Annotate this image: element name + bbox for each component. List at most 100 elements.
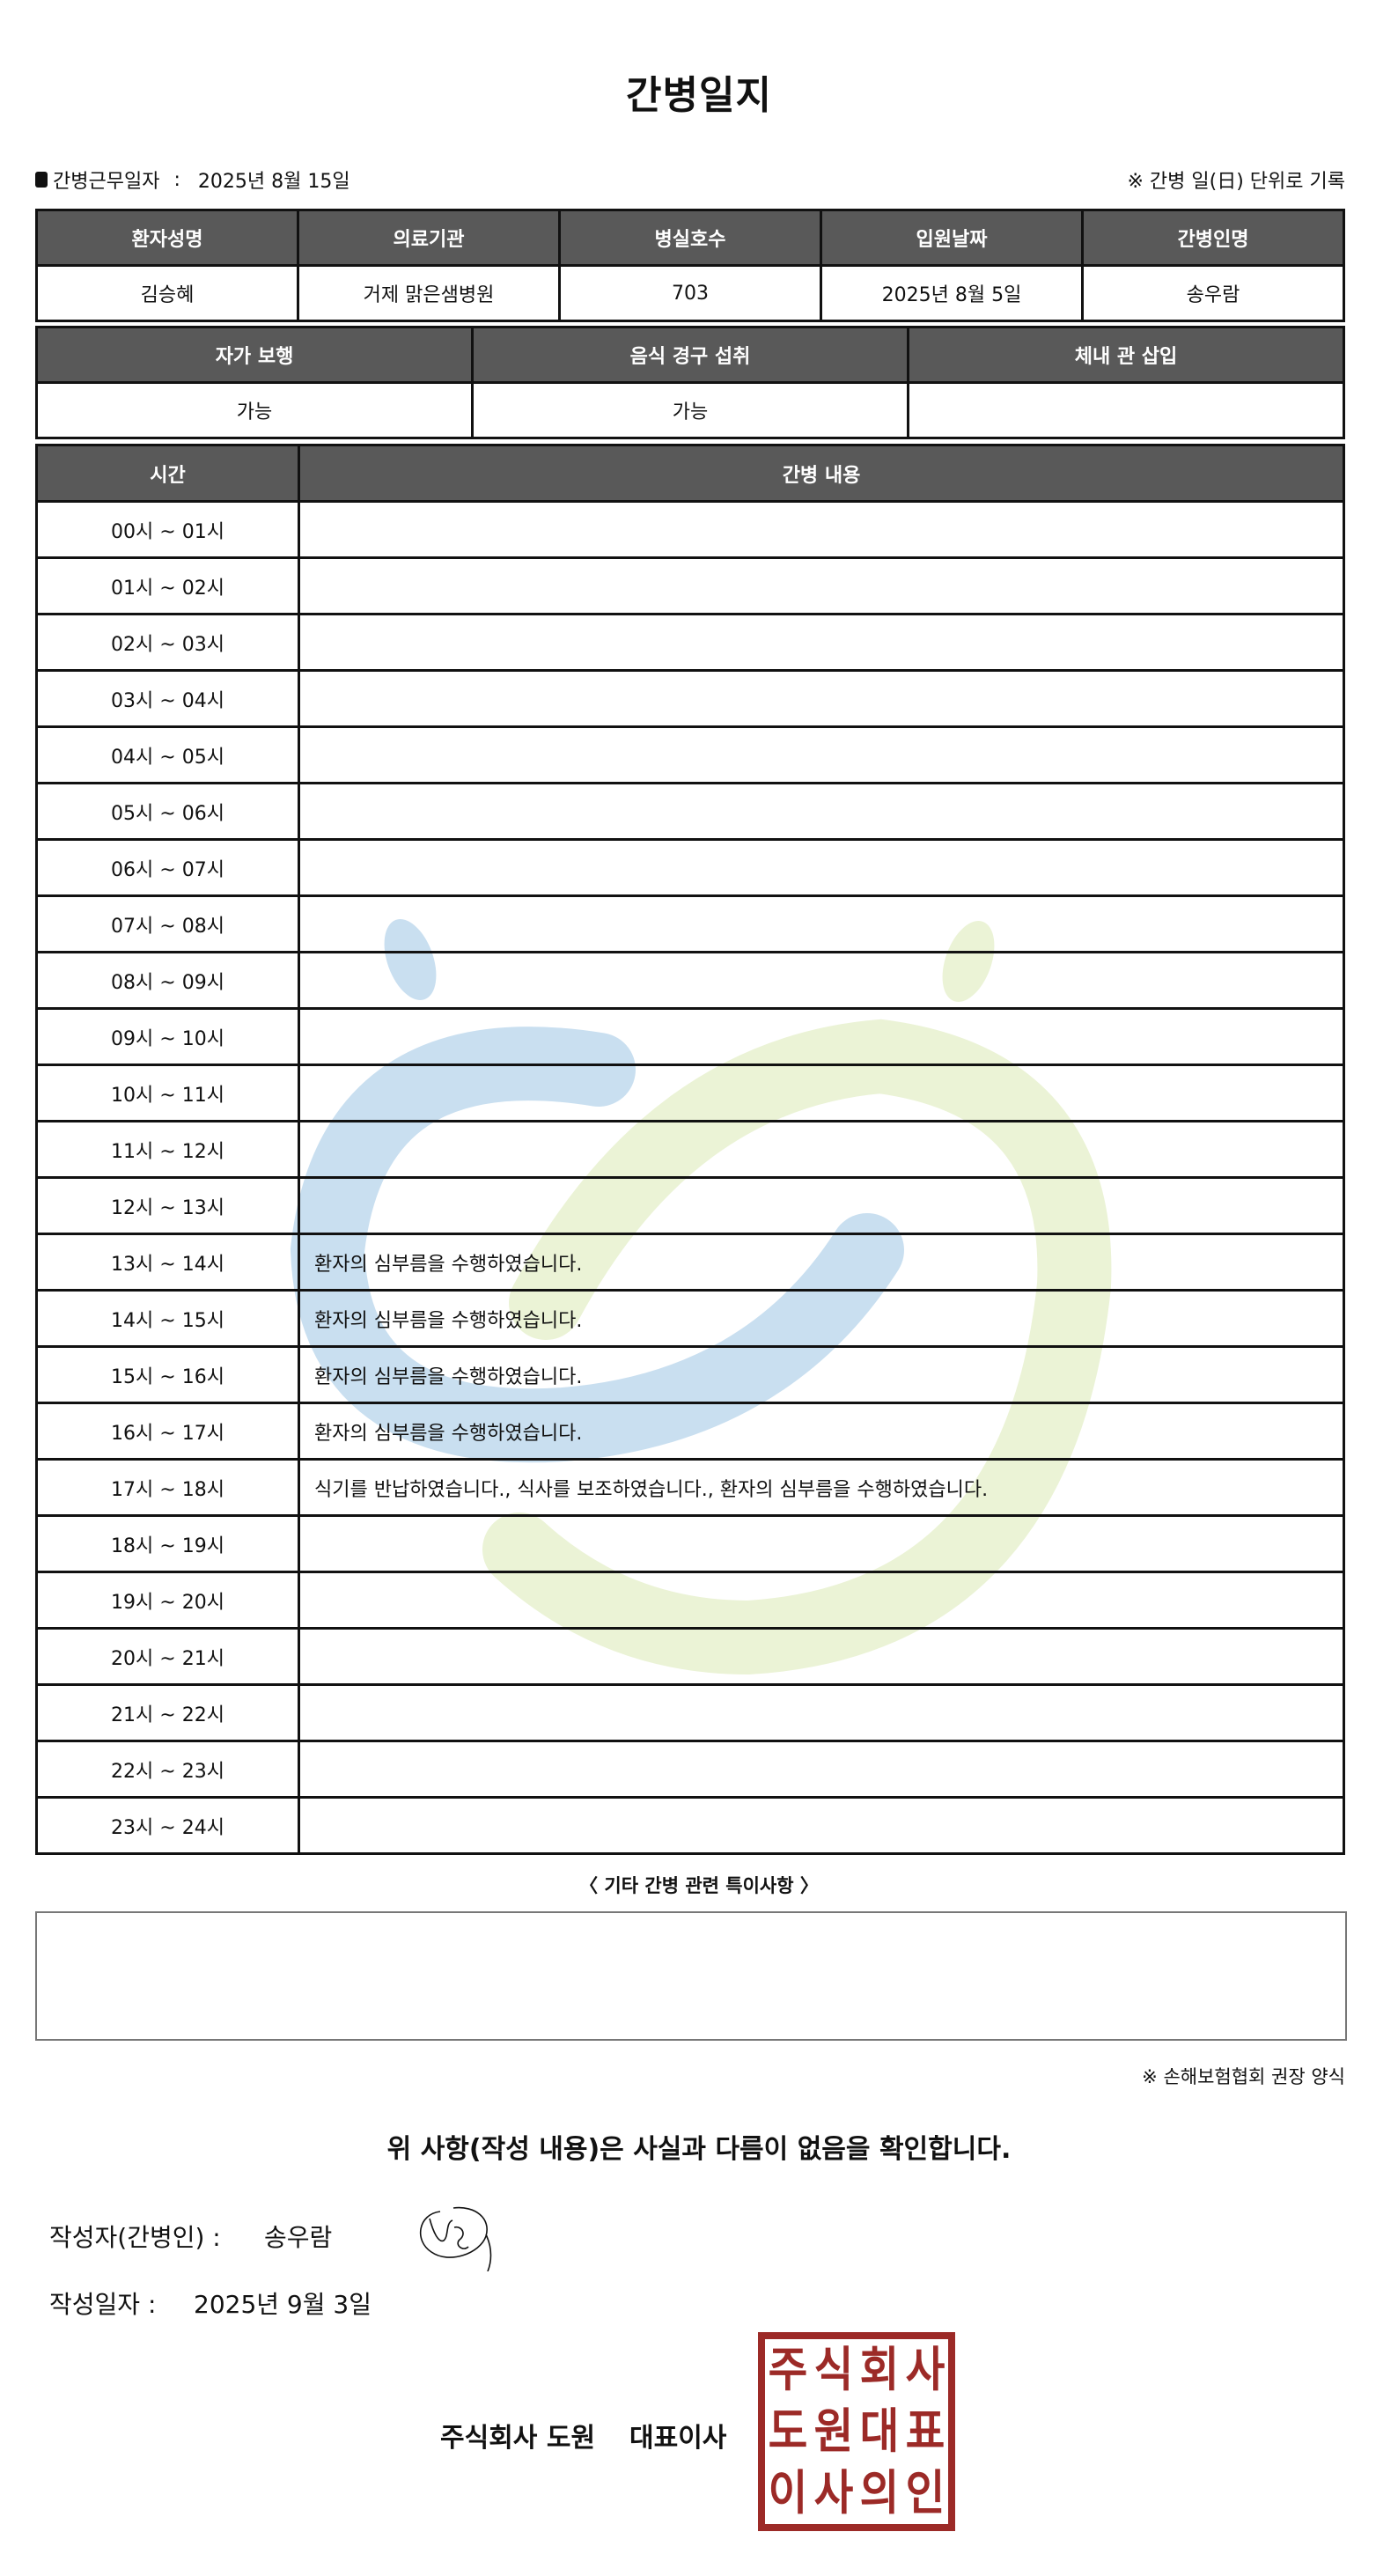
stamp-character: 사 — [905, 2342, 945, 2397]
table-row: 07시 ~ 08시 — [35, 894, 1345, 953]
table-row: 04시 ~ 05시 — [35, 725, 1345, 784]
institution: 거제 맑은샘병원 — [297, 264, 561, 322]
table-row: 18시 ~ 19시 — [35, 1514, 1345, 1573]
stamp-character: 식 — [813, 2342, 854, 2397]
table-row: 19시 ~ 20시 — [35, 1571, 1345, 1630]
caregiver-name: 송우람 — [1081, 264, 1345, 322]
stamp-character: 주 — [768, 2342, 808, 2397]
time-slot: 20시 ~ 21시 — [35, 1627, 300, 1686]
table-row: 16시 ~ 17시 환자의 심부름을 수행하였습니다. — [35, 1402, 1345, 1461]
header-time: 시간 — [35, 444, 300, 503]
time-slot: 06시 ~ 07시 — [35, 838, 300, 897]
work-date-separator: : — [173, 168, 180, 191]
care-content — [298, 894, 1345, 953]
time-slot: 10시 ~ 11시 — [35, 1064, 300, 1122]
header-caregiver-name: 간병인명 — [1081, 209, 1345, 267]
table-row: 17시 ~ 18시 식기를 반납하였습니다., 식사를 보조하였습니다., 환자의… — [35, 1458, 1345, 1517]
time-slot: 09시 ~ 10시 — [35, 1007, 300, 1066]
table-row: 15시 ~ 16시 환자의 심부름을 수행하였습니다. — [35, 1345, 1345, 1404]
page-title: 간병일지 — [626, 73, 772, 118]
table-row: 10시 ~ 11시 — [35, 1064, 1345, 1122]
writer-name: 송우람 — [264, 2223, 333, 2252]
care-content — [298, 838, 1345, 897]
admission-date: 2025년 8월 5일 — [820, 264, 1084, 322]
stamp-character: 이 — [768, 2465, 808, 2521]
time-slot: 01시 ~ 02시 — [35, 556, 300, 615]
time-slot: 00시 ~ 01시 — [35, 500, 300, 559]
header-self-walking: 자가 보행 — [35, 326, 474, 384]
table-row: 12시 ~ 13시 — [35, 1176, 1345, 1235]
care-content: 식기를 반납하였습니다., 식사를 보조하였습니다., 환자의 심부름을 수행하… — [298, 1458, 1345, 1517]
remarks-box — [35, 1911, 1347, 2041]
header-care-content: 간병 내용 — [298, 444, 1345, 503]
signature — [419, 2206, 492, 2271]
self-walking: 가능 — [35, 381, 474, 439]
patient-name: 김승혜 — [35, 264, 299, 322]
table-row: 01시 ~ 02시 — [35, 556, 1345, 615]
table-row: 23시 ~ 24시 — [35, 1796, 1345, 1855]
header-oral-intake: 음식 경구 섭취 — [471, 326, 909, 384]
table-row: 06시 ~ 07시 — [35, 838, 1345, 897]
time-slot: 11시 ~ 12시 — [35, 1120, 300, 1179]
care-content — [298, 1571, 1345, 1630]
table-row: 02시 ~ 03시 — [35, 613, 1345, 672]
company-name: 주식회사 도원 — [440, 2423, 596, 2454]
time-slot: 13시 ~ 14시 — [35, 1233, 300, 1292]
time-slot: 12시 ~ 13시 — [35, 1176, 300, 1235]
oral-intake: 가능 — [471, 381, 909, 439]
care-content — [298, 613, 1345, 672]
care-content — [298, 1007, 1345, 1066]
ceo-title: 대표이사 — [629, 2423, 727, 2454]
care-content — [298, 951, 1345, 1010]
work-date-label: 간병근무일자 — [53, 171, 160, 193]
header-institution: 의료기관 — [297, 209, 561, 267]
work-date-value: 2025년 8월 15일 — [197, 171, 350, 193]
stamp-character: 회 — [859, 2342, 900, 2397]
table-row: 11시 ~ 12시 — [35, 1120, 1345, 1179]
stamp-character: 도 — [768, 2403, 808, 2459]
care-content: 환자의 심부름을 수행하였습니다. — [298, 1402, 1345, 1461]
time-slot: 08시 ~ 09시 — [35, 951, 300, 1010]
square-bullet-icon — [35, 172, 48, 188]
header-tube-insertion: 체내 관 삽입 — [907, 326, 1345, 384]
table-row: 13시 ~ 14시 환자의 심부름을 수행하였습니다. — [35, 1233, 1345, 1292]
table-row: 22시 ~ 23시 — [35, 1740, 1345, 1799]
time-slot: 21시 ~ 22시 — [35, 1683, 300, 1742]
time-slot: 07시 ~ 08시 — [35, 894, 300, 953]
stamp-character: 사 — [813, 2465, 854, 2521]
care-content — [298, 725, 1345, 784]
time-slot: 17시 ~ 18시 — [35, 1458, 300, 1517]
table-row: 00시 ~ 01시 — [35, 500, 1345, 559]
header-room: 병실호수 — [558, 209, 822, 267]
table-row: 21시 ~ 22시 — [35, 1683, 1345, 1742]
care-content — [298, 1120, 1345, 1179]
time-slot: 22시 ~ 23시 — [35, 1740, 300, 1799]
written-date-label: 작성일자 : — [49, 2290, 157, 2319]
care-content — [298, 782, 1345, 841]
care-content — [298, 1796, 1345, 1855]
header-admission-date: 입원날짜 — [820, 209, 1084, 267]
association-note: ※ 손해보험협회 권장 양식 — [1142, 2066, 1345, 2087]
room-number: 703 — [558, 264, 822, 322]
time-slot: 14시 ~ 15시 — [35, 1289, 300, 1348]
care-content — [298, 1683, 1345, 1742]
unit-note: ※ 간병 일(日) 단위로 기록 — [1127, 171, 1346, 193]
table-row: 08시 ~ 09시 — [35, 951, 1345, 1010]
care-content — [298, 1064, 1345, 1122]
time-slot: 16시 ~ 17시 — [35, 1402, 300, 1461]
care-content: 환자의 심부름을 수행하였습니다. — [298, 1289, 1345, 1348]
time-slot: 23시 ~ 24시 — [35, 1796, 300, 1855]
care-content — [298, 1514, 1345, 1573]
care-log-table: 시간 간병 내용 00시 ~ 01시 01시 ~ 02시 02시 ~ 03시 03시 … — [35, 444, 1345, 1855]
stamp-character: 의 — [859, 2465, 900, 2521]
header-patient-name: 환자성명 — [35, 209, 299, 267]
table-row: 05시 ~ 06시 — [35, 782, 1345, 841]
care-content — [298, 669, 1345, 728]
table-row: 20시 ~ 21시 — [35, 1627, 1345, 1686]
tube-insertion — [907, 381, 1345, 439]
writer-label: 작성자(간병인) : — [49, 2223, 221, 2252]
stamp-character: 인 — [905, 2465, 945, 2521]
care-content — [298, 1627, 1345, 1686]
care-content: 환자의 심부름을 수행하였습니다. — [298, 1233, 1345, 1292]
